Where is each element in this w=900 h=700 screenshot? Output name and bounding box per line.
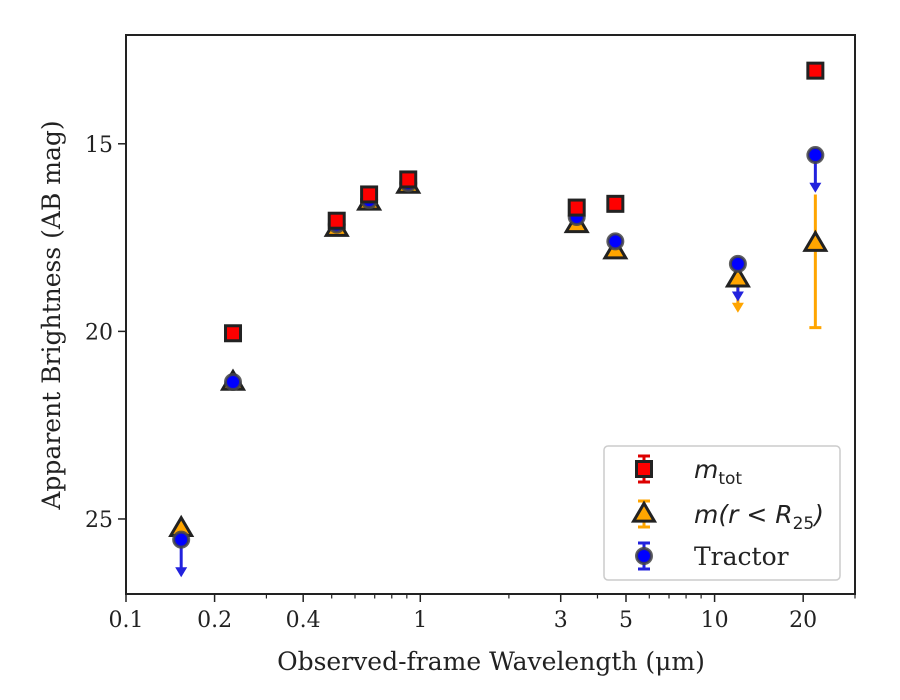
y-tick-label: 15 <box>85 133 113 158</box>
x-tick-label: 0.2 <box>197 608 232 633</box>
data-point <box>360 185 379 204</box>
x-tick-label: 0.4 <box>286 608 321 633</box>
series-0 <box>224 61 825 343</box>
data-point <box>806 146 825 165</box>
data-point <box>806 61 825 80</box>
legend-marker <box>630 500 658 523</box>
upper-limit-arrow <box>731 302 744 313</box>
x-tick-label: 1 <box>413 608 427 633</box>
legend-marker <box>635 547 653 565</box>
data-point <box>802 229 829 252</box>
data-point <box>399 170 418 189</box>
plot-frame <box>125 34 856 595</box>
x-axis-label: Observed-frame Wavelength (μm) <box>277 647 705 676</box>
x-tick-label: 0.1 <box>109 608 144 633</box>
legend-label: m(r < R25) <box>694 500 824 534</box>
x-tick-label: 5 <box>619 608 633 633</box>
legend-label: mtot <box>694 455 742 489</box>
upper-limit-arrow <box>731 291 744 302</box>
x-tick-label: 3 <box>554 608 568 633</box>
data-point <box>224 324 243 343</box>
y-tick-label: 25 <box>85 508 113 533</box>
legend-marker <box>635 460 653 478</box>
legend-box <box>603 445 841 581</box>
upper-limit-arrow <box>809 182 822 193</box>
data-point <box>724 265 751 288</box>
data-point <box>606 232 625 251</box>
data-point <box>172 530 191 549</box>
upper-limit-arrow <box>175 567 188 578</box>
y-axis-label: Apparent Brightness (AB mag) <box>37 120 66 510</box>
data-point <box>567 198 586 217</box>
y-tick-label: 20 <box>85 320 113 345</box>
x-tick-label: 20 <box>789 608 817 633</box>
legend-label: Tractor <box>694 542 789 571</box>
x-tick-label: 10 <box>701 608 729 633</box>
plot-area: 0.1 0.2 0.4 1 3 5 10 20 15 20 25 mtot m(r < R25) Trac… <box>85 34 856 633</box>
data-point <box>224 373 243 392</box>
data-point <box>728 254 747 273</box>
legend: mtot m(r < R25) Tractor <box>603 445 841 581</box>
data-point <box>606 194 625 213</box>
data-point <box>327 211 346 230</box>
